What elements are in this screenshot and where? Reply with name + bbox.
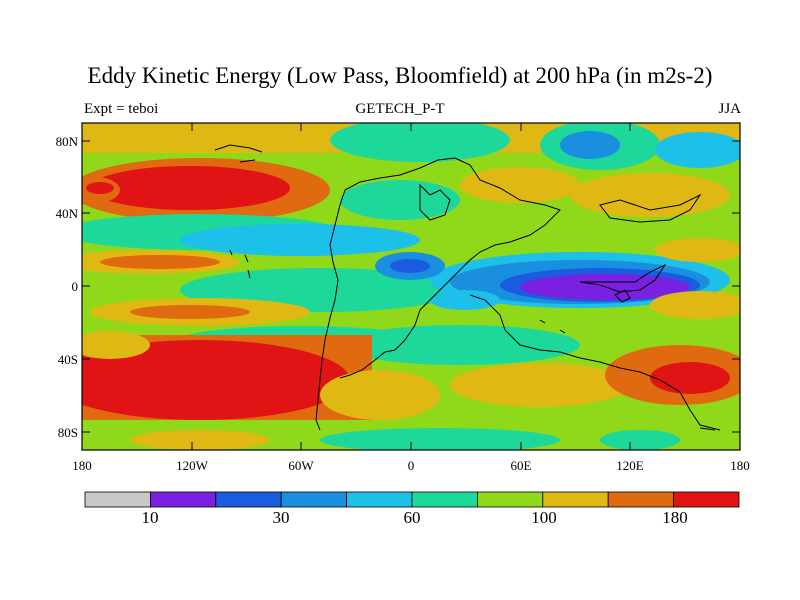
- colorbar-swatch-6: [476, 491, 544, 508]
- lon-tick-120e: 120E: [616, 458, 644, 473]
- colorbar-swatch-1: [149, 491, 217, 508]
- colorbar-label-60: 60: [403, 508, 421, 527]
- colorbar-swatch-2: [215, 491, 282, 508]
- experiment-label: Expt = teboi: [84, 101, 159, 117]
- colorbar-label-10: 10: [141, 508, 159, 527]
- colorbar-swatch-4: [346, 491, 413, 508]
- lon-tick-60e: 60E: [510, 458, 532, 473]
- lon-tick-180e: 180: [730, 458, 750, 473]
- colorbar-swatch-8: [607, 491, 675, 508]
- lat-tick-80s: 80S: [57, 425, 78, 440]
- lat-tick-80n: 80N: [55, 134, 78, 149]
- lat-tick-40n: 40N: [55, 206, 78, 221]
- lat-tick-40s: 40S: [57, 352, 78, 367]
- colorbar-label-100: 100: [531, 508, 557, 527]
- lon-tick-180w: 180: [72, 458, 92, 473]
- colorbar-label-180: 180: [662, 508, 688, 527]
- colorbar: [84, 491, 740, 508]
- colorbar-swatch-0: [84, 491, 151, 508]
- lon-tick-0: 0: [407, 458, 415, 473]
- map-title: Eddy Kinetic Energy (Low Pass, Bloomfiel…: [87, 63, 713, 88]
- lat-tick-0: 0: [71, 279, 79, 294]
- colorbar-swatch-3: [280, 491, 348, 508]
- energy-field: [82, 123, 740, 450]
- model-label: GETECH_P-T: [355, 101, 445, 117]
- lon-tick-60w: 60W: [288, 458, 314, 473]
- lon-tick-120w: 120W: [176, 458, 208, 473]
- colorbar-swatch-7: [542, 491, 609, 508]
- colorbar-label-30: 30: [272, 508, 290, 527]
- season-label: JJA: [718, 101, 741, 117]
- colorbar-swatch-9: [673, 491, 740, 508]
- colorbar-swatch-5: [411, 491, 478, 508]
- plot-frame: [81, 122, 741, 451]
- coastlines: [214, 144, 721, 431]
